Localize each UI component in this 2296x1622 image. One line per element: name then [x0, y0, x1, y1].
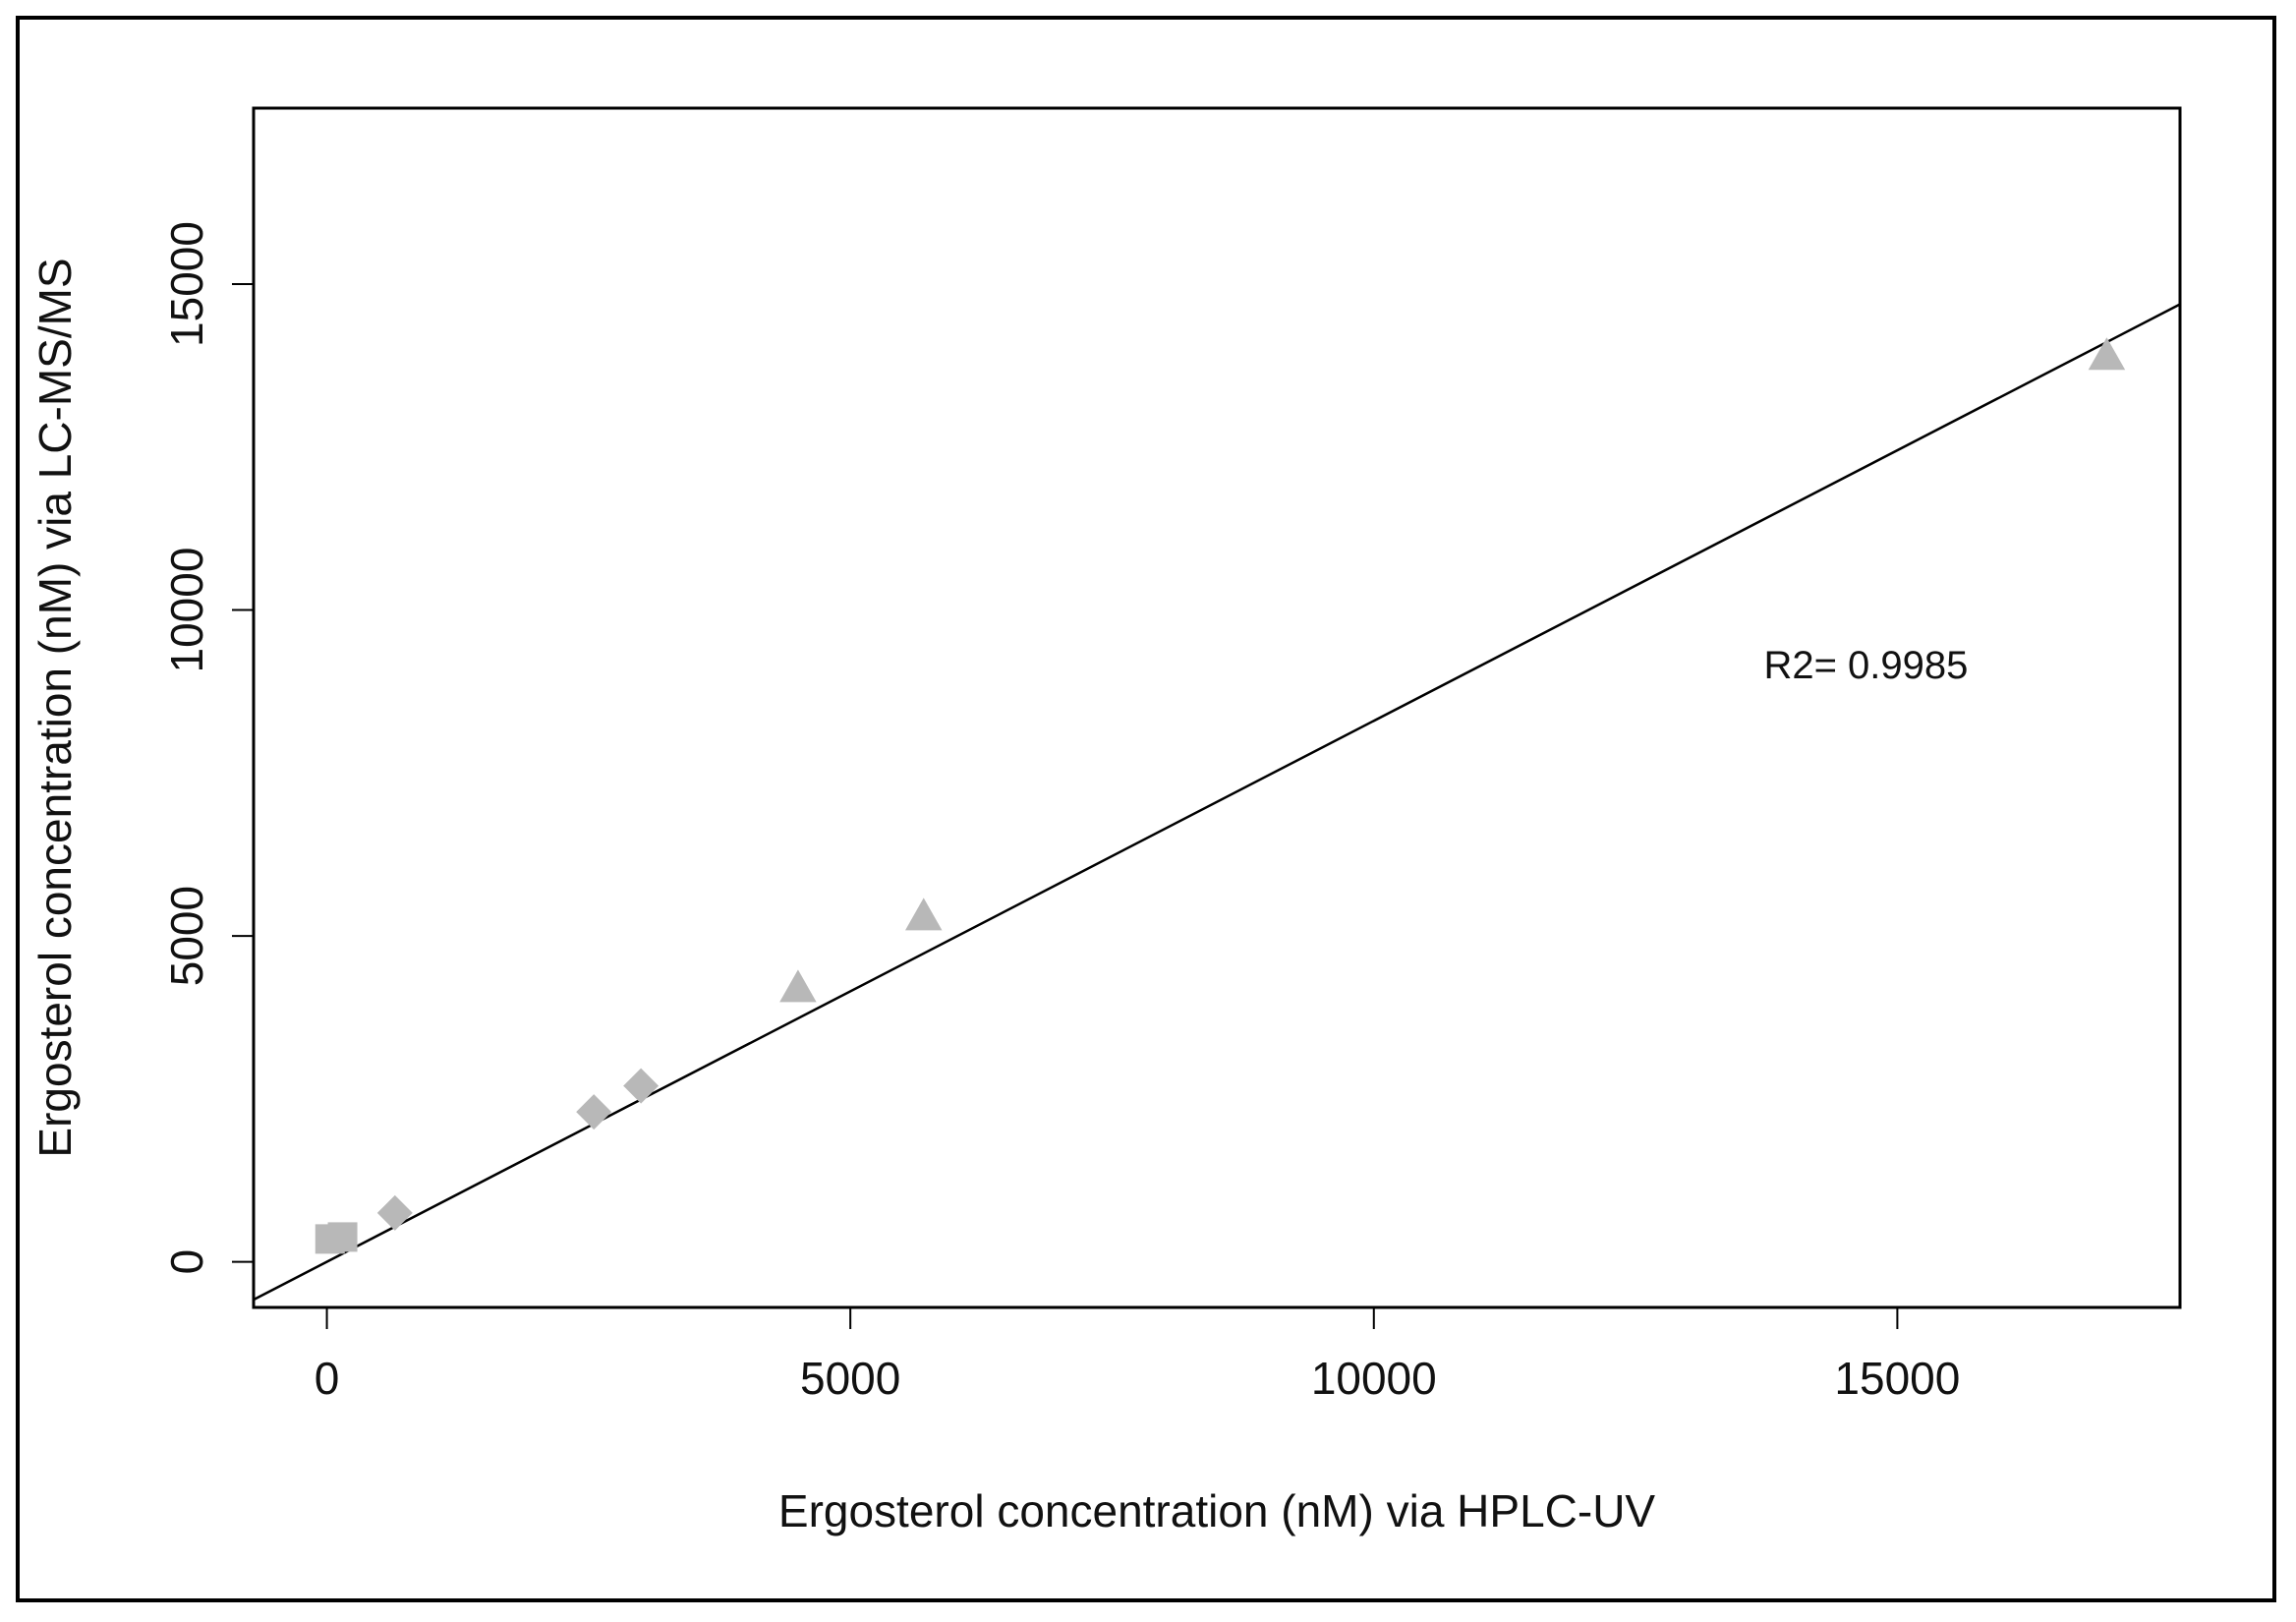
data-point-diamond-1 [576, 1094, 612, 1130]
data-point-triangle-0 [779, 969, 817, 1003]
data-point-diamond-0 [376, 1194, 413, 1231]
annotation-layer: R2= 0.9985 [1763, 644, 1968, 687]
x-tick-label-1: 5000 [800, 1353, 900, 1404]
points-layer [315, 337, 2126, 1254]
chart-frame [16, 16, 2276, 1602]
plot-area-border [252, 106, 2182, 1309]
data-point-triangle-1 [904, 898, 943, 931]
y-axis-title: Ergosterol concentration (nM) via LC-MS/… [29, 258, 81, 1157]
x-tick-label-2: 10000 [1311, 1353, 1437, 1404]
x-tick-label-3: 15000 [1834, 1353, 1960, 1404]
y-tick-label-0: 0 [161, 1249, 212, 1275]
data-point-square-1 [327, 1222, 358, 1252]
y-axis: 0 5000 10000 15000 [161, 221, 255, 1275]
x-tick-label-0: 0 [315, 1353, 340, 1404]
x-axis-title: Ergosterol concentration (nM) via HPLC-U… [778, 1485, 1656, 1536]
annotation-r2: R2= 0.9985 [1763, 644, 1968, 687]
y-tick-label-1: 5000 [161, 886, 212, 986]
x-axis: 0 5000 10000 15000 [315, 1306, 1960, 1404]
y-tick-label-3: 15000 [161, 221, 212, 347]
regression-line [253, 303, 2181, 1302]
data-point-triangle-2 [2088, 337, 2126, 371]
fit-line-layer [253, 303, 2181, 1302]
y-tick-label-2: 10000 [161, 548, 212, 673]
data-point-diamond-2 [623, 1068, 660, 1104]
